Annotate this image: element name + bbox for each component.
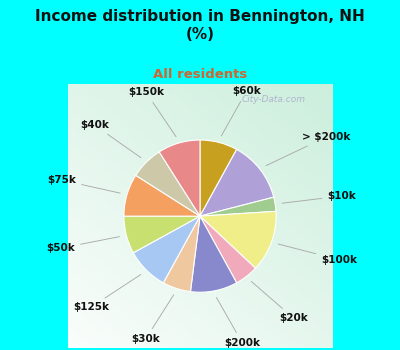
Wedge shape bbox=[200, 197, 276, 216]
Text: $50k: $50k bbox=[46, 237, 120, 253]
Text: $100k: $100k bbox=[278, 244, 357, 265]
Wedge shape bbox=[124, 216, 200, 253]
Text: $200k: $200k bbox=[216, 298, 260, 348]
Wedge shape bbox=[136, 152, 200, 216]
Text: $75k: $75k bbox=[47, 175, 120, 193]
Wedge shape bbox=[163, 216, 200, 292]
Wedge shape bbox=[124, 175, 200, 216]
Wedge shape bbox=[133, 216, 200, 283]
Text: Income distribution in Bennington, NH
(%): Income distribution in Bennington, NH (%… bbox=[35, 9, 365, 42]
Wedge shape bbox=[159, 140, 200, 216]
Text: All residents: All residents bbox=[153, 68, 247, 81]
Text: $10k: $10k bbox=[282, 191, 356, 203]
Text: $20k: $20k bbox=[251, 281, 308, 323]
Wedge shape bbox=[200, 211, 276, 268]
Wedge shape bbox=[200, 216, 256, 283]
Text: $150k: $150k bbox=[128, 87, 176, 137]
Text: $30k: $30k bbox=[132, 295, 174, 344]
Wedge shape bbox=[200, 149, 274, 216]
Text: > $200k: > $200k bbox=[266, 132, 350, 166]
Wedge shape bbox=[200, 140, 237, 216]
Text: $60k: $60k bbox=[221, 86, 261, 136]
Text: $40k: $40k bbox=[80, 120, 141, 158]
Text: City-Data.com: City-Data.com bbox=[242, 94, 306, 104]
Text: $125k: $125k bbox=[73, 274, 141, 312]
Wedge shape bbox=[190, 216, 237, 292]
